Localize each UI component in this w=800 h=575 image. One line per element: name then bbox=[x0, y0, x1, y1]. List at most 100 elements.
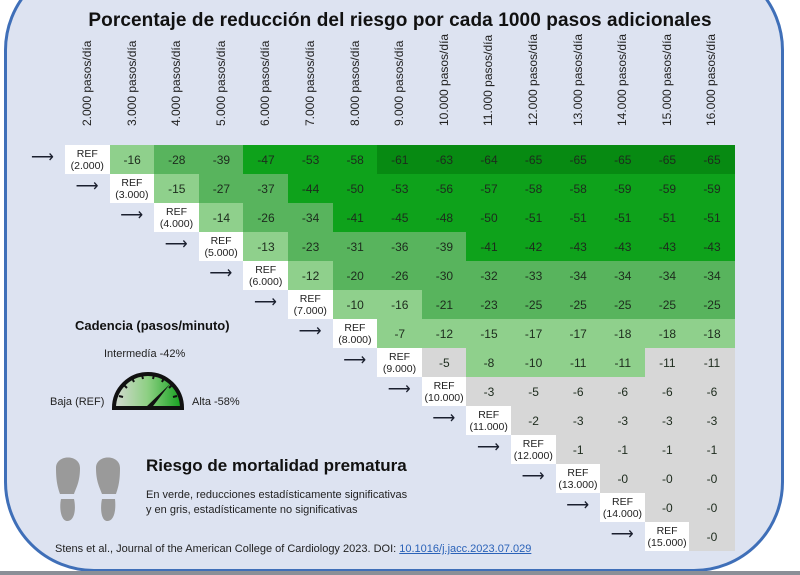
heatmap-cell: -10 bbox=[332, 290, 378, 319]
column-header: 16.000 pasos/día bbox=[689, 34, 733, 140]
heatmap-cell: -45 bbox=[377, 203, 423, 232]
ref-label: REF bbox=[388, 350, 410, 363]
legend-line-1: En verde, reducciones estadísticamente s… bbox=[146, 489, 408, 501]
heatmap-cell: -59 bbox=[689, 174, 735, 203]
heatmap-cell: -14 bbox=[198, 203, 244, 232]
ref-label: REF bbox=[121, 176, 143, 189]
ref-label: REF bbox=[344, 321, 366, 334]
heatmap-cell: -53 bbox=[288, 145, 334, 174]
arrow-icon: ⟶ bbox=[521, 468, 545, 485]
heatmap-cell: -43 bbox=[689, 232, 735, 261]
ref-label: REF bbox=[611, 495, 633, 508]
heatmap-cell: -6 bbox=[555, 377, 601, 406]
heatmap-cell: -65 bbox=[555, 145, 601, 174]
heatmap-cell: -3 bbox=[600, 406, 646, 435]
arrow-icon: ⟶ bbox=[566, 497, 590, 514]
heatmap-cell: -16 bbox=[109, 145, 155, 174]
column-header: 11.000 pasos/día bbox=[466, 35, 510, 140]
heatmap-cell: -39 bbox=[421, 232, 467, 261]
heatmap-cell: -30 bbox=[421, 261, 467, 290]
ref-cell: REF (3.000) bbox=[109, 174, 155, 203]
ref-cell: REF (14.000) bbox=[600, 493, 645, 522]
heatmap-cell: -57 bbox=[466, 174, 512, 203]
heatmap-cell: -36 bbox=[377, 232, 423, 261]
heatmap-cell: -43 bbox=[600, 232, 646, 261]
ref-steps: (10.000) bbox=[424, 391, 464, 404]
arrow-icon: ⟶ bbox=[432, 410, 456, 427]
heatmap-cell: -5 bbox=[421, 348, 467, 377]
ref-steps: (14.000) bbox=[602, 507, 643, 520]
heatmap-cell: -17 bbox=[511, 319, 557, 348]
heatmap-cell: -59 bbox=[600, 174, 646, 203]
column-header-label: 5.000 pasos/día bbox=[213, 40, 228, 126]
column-header: 4.000 pasos/día bbox=[154, 41, 198, 140]
ref-steps: (6.000) bbox=[249, 275, 283, 288]
column-header: 6.000 pasos/día bbox=[243, 41, 287, 140]
footprints-icon bbox=[56, 457, 120, 522]
cadence-high-label: Alta -58% bbox=[192, 396, 240, 408]
ref-cell: REF (13.000) bbox=[555, 464, 601, 493]
heatmap-cell: -47 bbox=[243, 145, 289, 174]
cadence-low-label: Baja (REF) bbox=[50, 396, 105, 408]
cadence-intermediate-label: Intermedía -42% bbox=[104, 348, 186, 360]
heatmap-cell: -43 bbox=[555, 232, 601, 261]
heatmap-cell: -34 bbox=[555, 261, 601, 290]
cadence-gauge-icon bbox=[111, 372, 185, 410]
heatmap-cell: -15 bbox=[466, 319, 512, 348]
heatmap-cell: -34 bbox=[644, 261, 690, 290]
heatmap-cell: -50 bbox=[466, 203, 512, 232]
citation-text: Stens et al., Journal of the American Co… bbox=[55, 543, 400, 555]
arrow-icon: ⟶ bbox=[477, 439, 500, 456]
ref-label: REF bbox=[165, 205, 187, 218]
heatmap-cell: -3 bbox=[466, 377, 512, 406]
heatmap-cell: -25 bbox=[689, 290, 735, 319]
column-header-label: 6.000 pasos/día bbox=[258, 40, 273, 126]
column-header-label: 10.000 pasos/día bbox=[436, 33, 451, 126]
ref-cell: REF (8.000) bbox=[332, 319, 378, 348]
column-header: 9.000 pasos/día bbox=[377, 41, 421, 140]
heatmap-cell: -59 bbox=[644, 174, 690, 203]
heatmap-cell: -25 bbox=[555, 290, 601, 319]
ref-cell: REF (9.000) bbox=[377, 348, 422, 377]
ref-label: REF bbox=[433, 379, 455, 392]
ref-cell: REF (15.000) bbox=[644, 522, 690, 551]
column-header-label: 9.000 pasos/día bbox=[392, 40, 407, 126]
arrow-icon: ⟶ bbox=[610, 526, 634, 543]
column-header: 13.000 pasos/día bbox=[556, 34, 600, 140]
column-header-label: 14.000 pasos/día bbox=[615, 33, 630, 126]
heatmap-cell: -0 bbox=[689, 522, 735, 551]
heatmap-cell: -7 bbox=[377, 319, 423, 348]
ref-label: REF bbox=[656, 524, 678, 537]
ref-label: REF bbox=[210, 234, 232, 247]
heatmap-cell: -50 bbox=[332, 174, 378, 203]
ref-label: REF bbox=[478, 408, 500, 421]
arrow-icon: ⟶ bbox=[164, 236, 188, 253]
heatmap-cell: -3 bbox=[644, 406, 690, 435]
column-header: 8.000 pasos/día bbox=[333, 41, 377, 140]
ref-label: REF bbox=[76, 147, 98, 160]
heatmap-cell: -10 bbox=[511, 348, 557, 377]
arrow-icon: ⟶ bbox=[209, 265, 233, 282]
heatmap-cell: -2 bbox=[511, 406, 557, 435]
heatmap-cell: -25 bbox=[600, 290, 646, 319]
ref-steps: (2.000) bbox=[70, 159, 104, 172]
heatmap-cell: -58 bbox=[555, 174, 601, 203]
heatmap-cell: -0 bbox=[689, 464, 735, 493]
column-header-label: 2.000 pasos/día bbox=[80, 40, 94, 126]
ref-cell: REF (11.000) bbox=[466, 406, 511, 435]
heatmap-cell: -34 bbox=[600, 261, 646, 290]
doi-link[interactable]: 10.1016/j.jacc.2023.07.029 bbox=[399, 543, 532, 555]
heatmap-cell: -3 bbox=[555, 406, 601, 435]
heatmap-cell: -11 bbox=[600, 348, 646, 377]
column-header-label: 15.000 pasos/día bbox=[659, 33, 674, 126]
heatmap-cell: -51 bbox=[689, 203, 735, 232]
heatmap-cell: -63 bbox=[421, 145, 467, 174]
heatmap-cell: -61 bbox=[377, 145, 423, 174]
ref-cell: REF (12.000) bbox=[511, 435, 556, 464]
heatmap-cell: -58 bbox=[511, 174, 557, 203]
heatmap-cell: -42 bbox=[511, 232, 557, 261]
heatmap-cell: -17 bbox=[555, 319, 601, 348]
heatmap-cell: -15 bbox=[154, 174, 200, 203]
heatmap-cell: -12 bbox=[421, 319, 467, 348]
heatmap-cell: -33 bbox=[511, 261, 557, 290]
